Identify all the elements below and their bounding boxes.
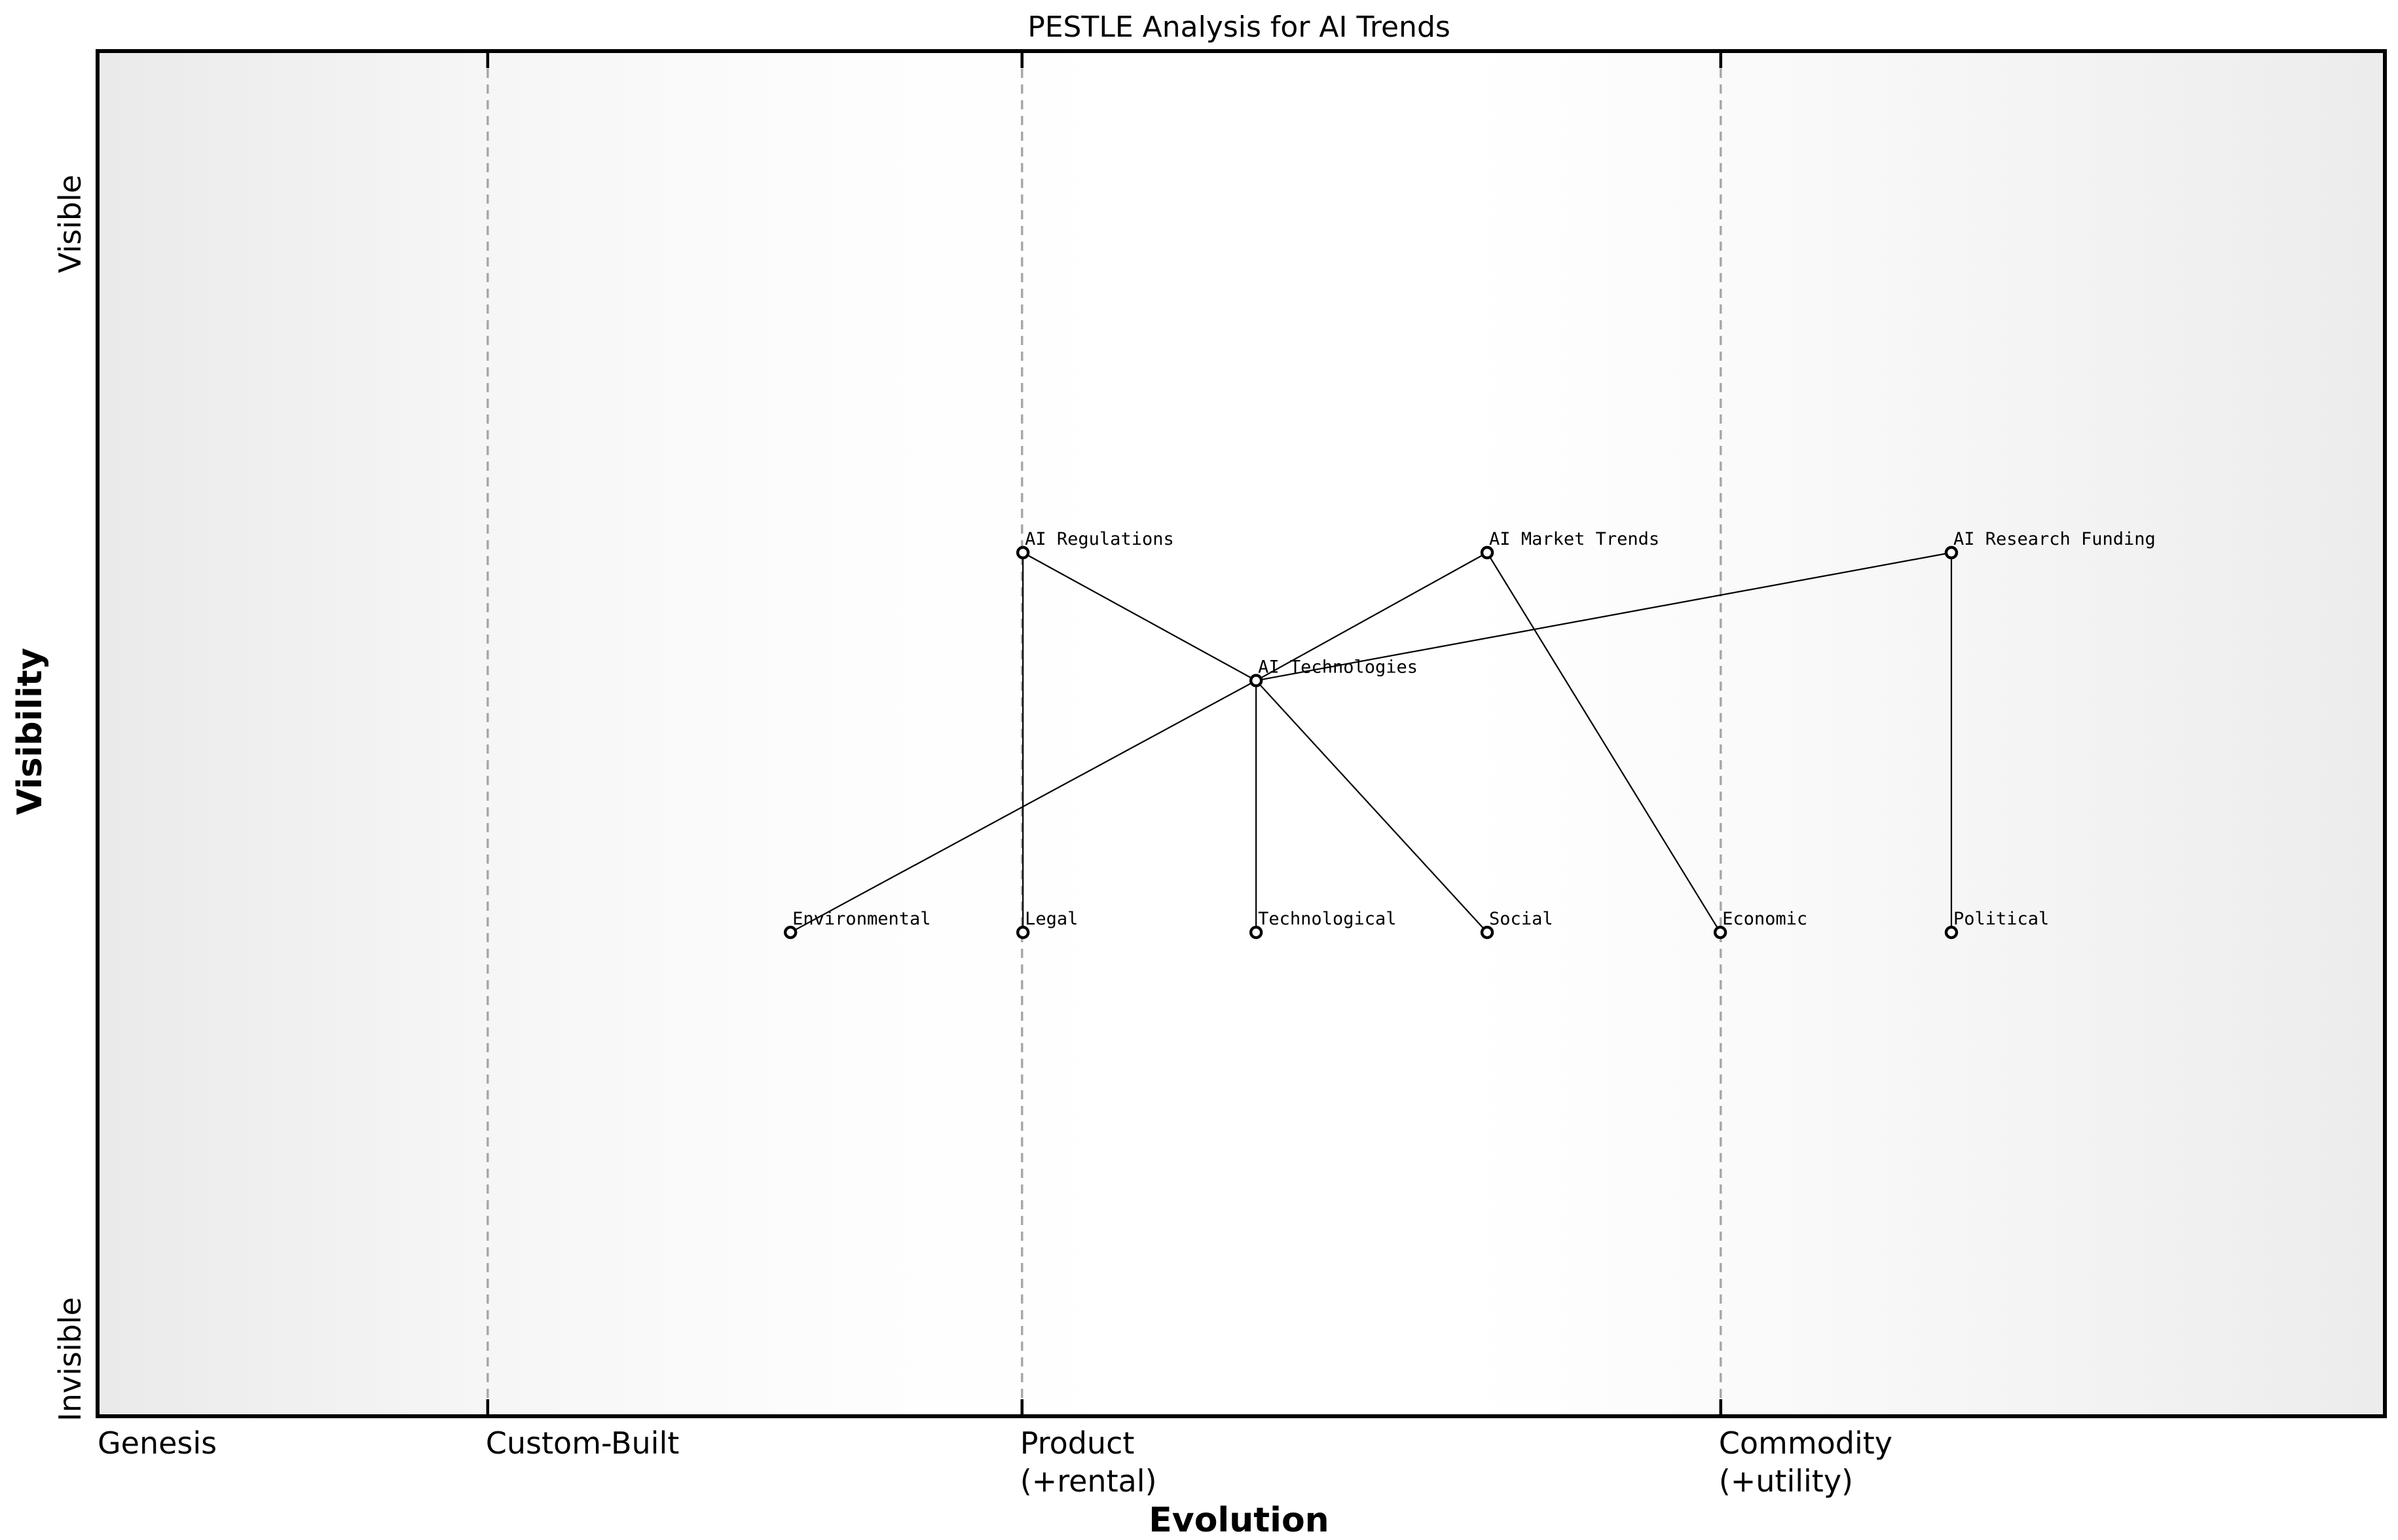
map-node-ai-regulations (1016, 545, 1030, 560)
map-node-ai-market-trends (1480, 545, 1494, 560)
stage-label-custom-built: Custom-Built (485, 1425, 680, 1461)
map-canvas: AI Technologies AI Regulations AI Market T… (486, 53, 2156, 1414)
x-axis-title: Evolution (1149, 1501, 1329, 1540)
map-node-label-ai-regulations: AI Regulations (1025, 529, 1174, 549)
map-node-label-ai-research-funding: AI Research Funding (1953, 529, 2156, 549)
map-node-legal (1016, 925, 1030, 940)
map-edge-ai-technologies-social (1255, 680, 1488, 933)
map-node-label-social: Social (1489, 909, 1553, 929)
chart-title: PESTLE Analysis for AI Trends (1027, 10, 1450, 44)
map-edge-ai-technologies-ai-market-trends (1255, 552, 1488, 682)
map-edge-ai-technologies-ai-regulations (1022, 552, 1257, 682)
map-edge-ai-market-trends-economic (1486, 552, 1722, 933)
map-node-technological (1249, 925, 1263, 940)
map-node-label-ai-market-trends: AI Market Trends (1489, 529, 1659, 549)
map-node-ai-research-funding (1944, 545, 1959, 560)
x-axis-stage-labels: Genesis Custom-Built Product (+rental) Comm… (98, 1425, 2381, 1510)
map-node-social (1480, 925, 1494, 940)
map-edge-ai-technologies-ai-research-funding (1255, 551, 1952, 682)
plot-area: AI Technologies AI Regulations AI Market T… (96, 49, 2387, 1418)
map-node-label-political: Political (1953, 909, 2049, 929)
map-node-label-ai-technologies: AI Technologies (1258, 657, 1418, 677)
map-node-economic (1713, 925, 1727, 940)
stage-label-genesis: Genesis (98, 1425, 217, 1461)
map-node-label-environmental: Environmental (792, 909, 931, 929)
map-node-environmental (783, 925, 798, 940)
map-node-label-technological: Technological (1258, 909, 1396, 929)
y-tick-label-invisible: Invisible (52, 1297, 88, 1421)
map-node-label-economic: Economic (1722, 909, 1807, 929)
map-node-ai-technologies (1249, 674, 1263, 688)
map-node-political (1944, 925, 1959, 940)
map-node-label-legal: Legal (1025, 909, 1078, 929)
stage-label-product: Product (+rental) (1020, 1425, 1157, 1499)
stage-label-commodity: Commodity (+utility) (1718, 1425, 1893, 1499)
y-tick-label-visible: Visible (52, 174, 88, 274)
y-axis-title: Visibility (10, 648, 50, 815)
